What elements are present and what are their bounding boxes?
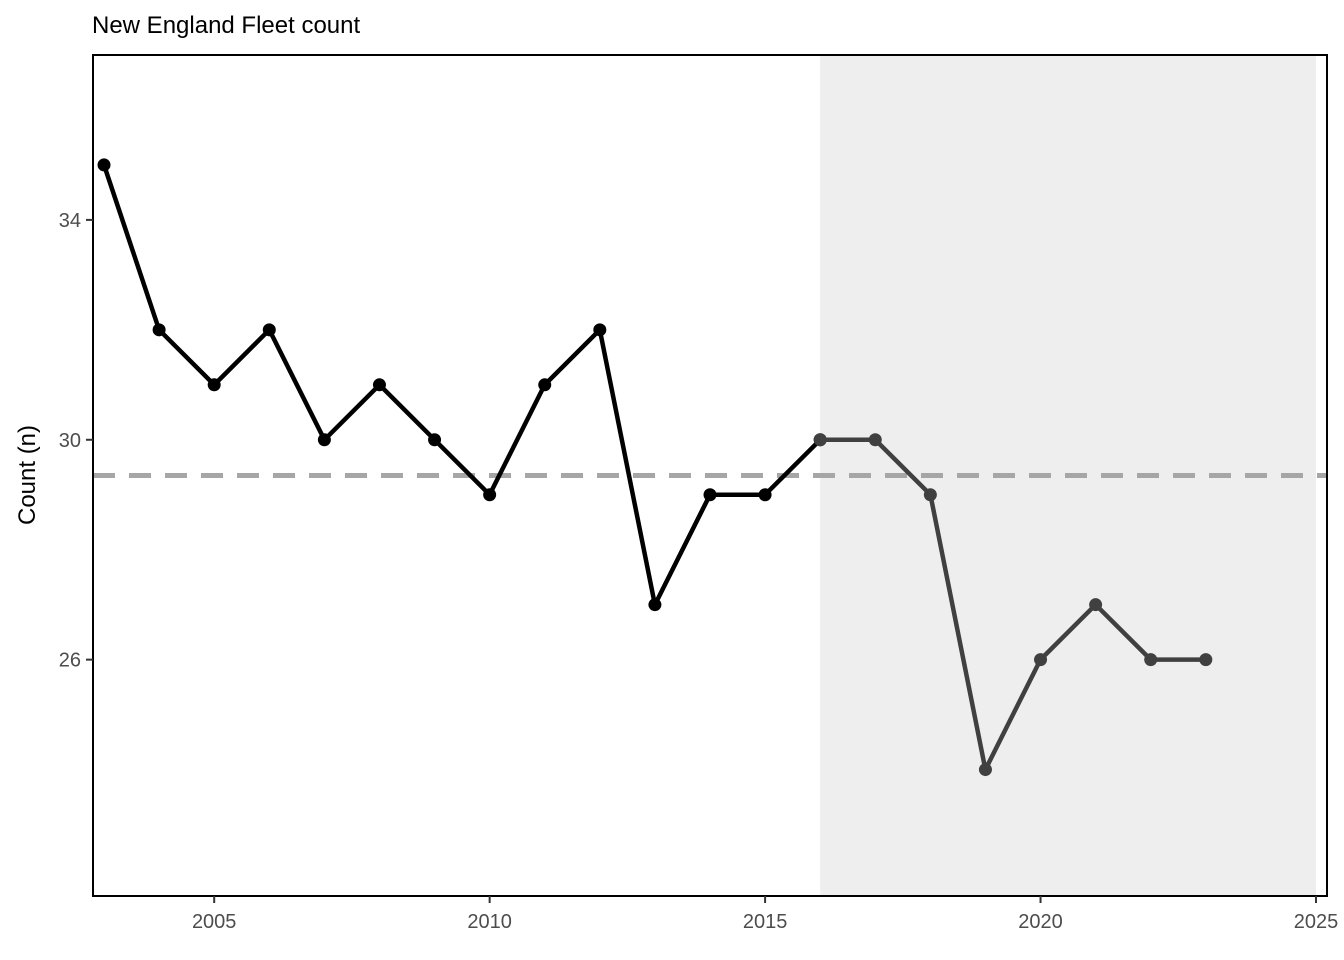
y-tick-label-26: 26 [59, 650, 81, 672]
series-1-point-2014 [703, 488, 717, 502]
y-tick-label-34: 34 [59, 210, 81, 232]
series-1-point-2013 [648, 598, 662, 612]
series-1-point-2009 [428, 433, 442, 447]
series-1-line [101, 162, 823, 607]
series-2-line [817, 437, 1209, 772]
series-2-point-2023 [1199, 653, 1213, 667]
x-tick-label-2005: 2005 [192, 911, 237, 933]
series-2-point-2016 [813, 433, 827, 447]
series-1-point-2004 [152, 323, 166, 337]
series-1-point-2006 [262, 323, 276, 337]
series-1-point-2015 [758, 488, 772, 502]
series-2-point-2017 [868, 433, 882, 447]
series-2-point-2020 [1034, 653, 1048, 667]
series-1-point-2003 [97, 158, 111, 172]
plot-area: 2005 2010 2015 2020 2025 26 30 34 [59, 54, 1339, 933]
x-tick-label-2010: 2010 [467, 911, 512, 933]
series-1-point-2007 [317, 433, 331, 447]
series-2-point-2019 [978, 763, 992, 777]
series-2-point-2018 [923, 488, 937, 502]
series-1-point-2011 [538, 378, 552, 392]
series-1-point-2012 [593, 323, 607, 337]
x-tick-label-2015: 2015 [743, 911, 788, 933]
series-1-point-2010 [483, 488, 497, 502]
panel-border [92, 54, 1328, 897]
series-2-point-2021 [1089, 598, 1103, 612]
series-1-point-2005 [207, 378, 221, 392]
x-tick-label-2020: 2020 [1018, 911, 1063, 933]
series-1-point-2008 [372, 378, 386, 392]
x-tick-label-2025: 2025 [1294, 911, 1339, 933]
series-2-point-2022 [1144, 653, 1158, 667]
y-tick-label-30: 30 [59, 430, 81, 452]
chart-title: New England Fleet count [92, 12, 360, 39]
y-axis-title: Count (n) [14, 425, 41, 525]
